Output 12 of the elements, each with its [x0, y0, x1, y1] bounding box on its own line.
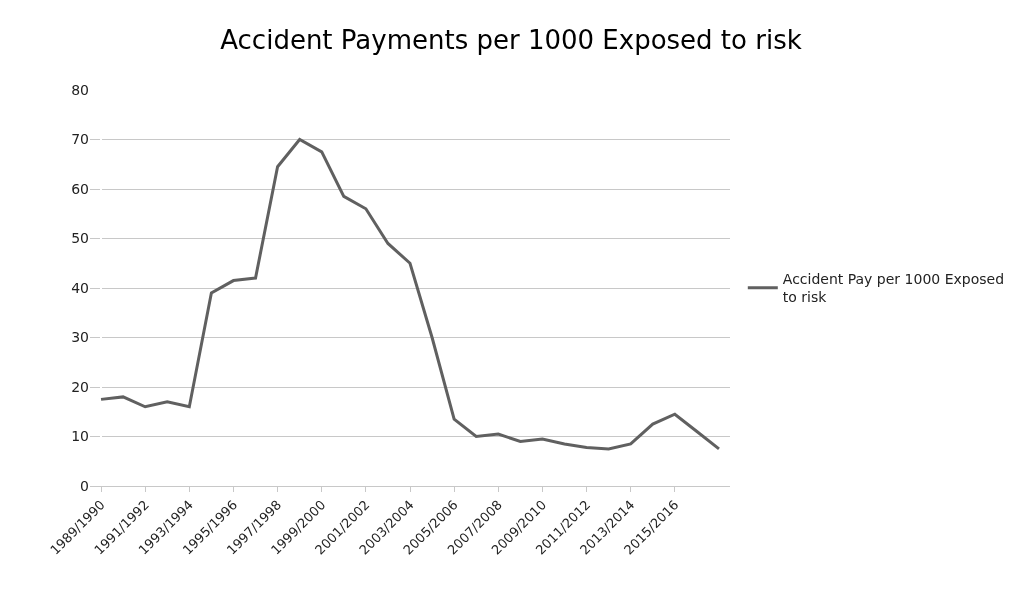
y-tick-label: 40 [71, 279, 89, 296]
y-tick-label: 70 [71, 131, 89, 148]
chart-title: Accident Payments per 1000 Exposed to risk [220, 24, 802, 55]
legend-label: Accident Pay per 1000 Exposed to risk [782, 271, 1005, 306]
y-tick-label: 0 [80, 477, 89, 494]
y-tick-label: 10 [71, 428, 89, 445]
y-tick-label: 30 [71, 329, 89, 346]
y-tick-label: 50 [71, 230, 89, 247]
line-series [99, 138, 721, 451]
y-tick-label: 20 [71, 378, 89, 395]
y-tick-label: 80 [71, 81, 89, 98]
y-tick-label: 60 [71, 180, 89, 197]
